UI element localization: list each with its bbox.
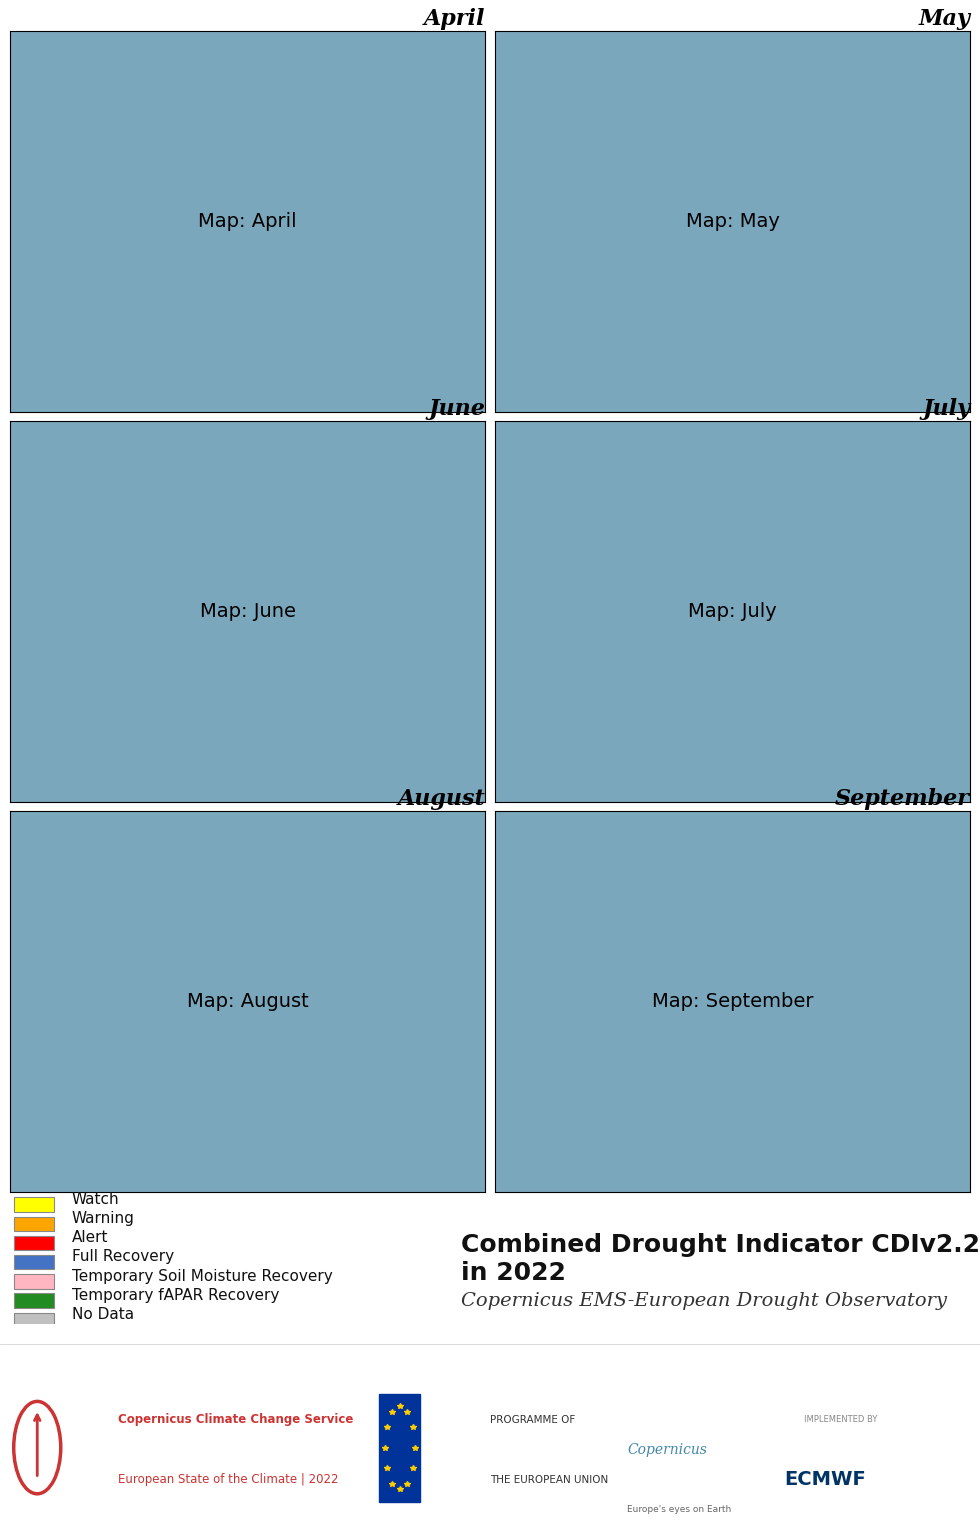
Text: Map: May: Map: May: [686, 213, 779, 231]
Text: Copernicus: Copernicus: [627, 1443, 708, 1457]
FancyBboxPatch shape: [14, 1235, 54, 1250]
Text: Copernicus Climate Change Service: Copernicus Climate Change Service: [118, 1414, 353, 1426]
Text: Full Recovery: Full Recovery: [72, 1249, 173, 1264]
Text: Map: August: Map: August: [186, 992, 309, 1012]
Text: Warning: Warning: [72, 1210, 134, 1226]
Text: July: July: [922, 399, 970, 420]
Text: Temporary Soil Moisture Recovery: Temporary Soil Moisture Recovery: [72, 1269, 332, 1284]
Text: September: September: [835, 788, 970, 810]
Text: IMPLEMENTED BY: IMPLEMENTED BY: [804, 1415, 877, 1424]
Text: Combined Drought Indicator CDIv2.2 in 2022: Combined Drought Indicator CDIv2.2 in 20…: [461, 1232, 980, 1284]
Text: Map: June: Map: June: [200, 602, 296, 621]
FancyBboxPatch shape: [14, 1255, 54, 1269]
Bar: [379, 1394, 420, 1502]
Text: April: April: [423, 8, 485, 31]
Text: August: August: [398, 788, 485, 810]
FancyBboxPatch shape: [14, 1294, 54, 1307]
Text: June: June: [428, 399, 485, 420]
Text: THE EUROPEAN UNION: THE EUROPEAN UNION: [490, 1475, 609, 1485]
Text: ECMWF: ECMWF: [784, 1471, 865, 1489]
Text: Map: September: Map: September: [652, 992, 813, 1012]
FancyBboxPatch shape: [14, 1217, 54, 1230]
Text: May: May: [918, 8, 970, 31]
Text: PROGRAMME OF: PROGRAMME OF: [490, 1415, 575, 1424]
Text: Copernicus EMS-European Drought Observatory: Copernicus EMS-European Drought Observat…: [461, 1292, 947, 1309]
Text: European State of the Climate | 2022: European State of the Climate | 2022: [118, 1474, 338, 1486]
FancyBboxPatch shape: [14, 1274, 54, 1289]
Text: No Data: No Data: [72, 1307, 133, 1321]
Text: Temporary fAPAR Recovery: Temporary fAPAR Recovery: [72, 1287, 279, 1303]
Text: Map: April: Map: April: [198, 213, 297, 231]
Text: Watch: Watch: [72, 1192, 120, 1207]
Text: Map: July: Map: July: [688, 602, 777, 621]
Text: Alert: Alert: [72, 1230, 108, 1246]
Text: Europe's eyes on Earth: Europe's eyes on Earth: [627, 1506, 731, 1514]
FancyBboxPatch shape: [14, 1312, 54, 1327]
FancyBboxPatch shape: [14, 1198, 54, 1212]
